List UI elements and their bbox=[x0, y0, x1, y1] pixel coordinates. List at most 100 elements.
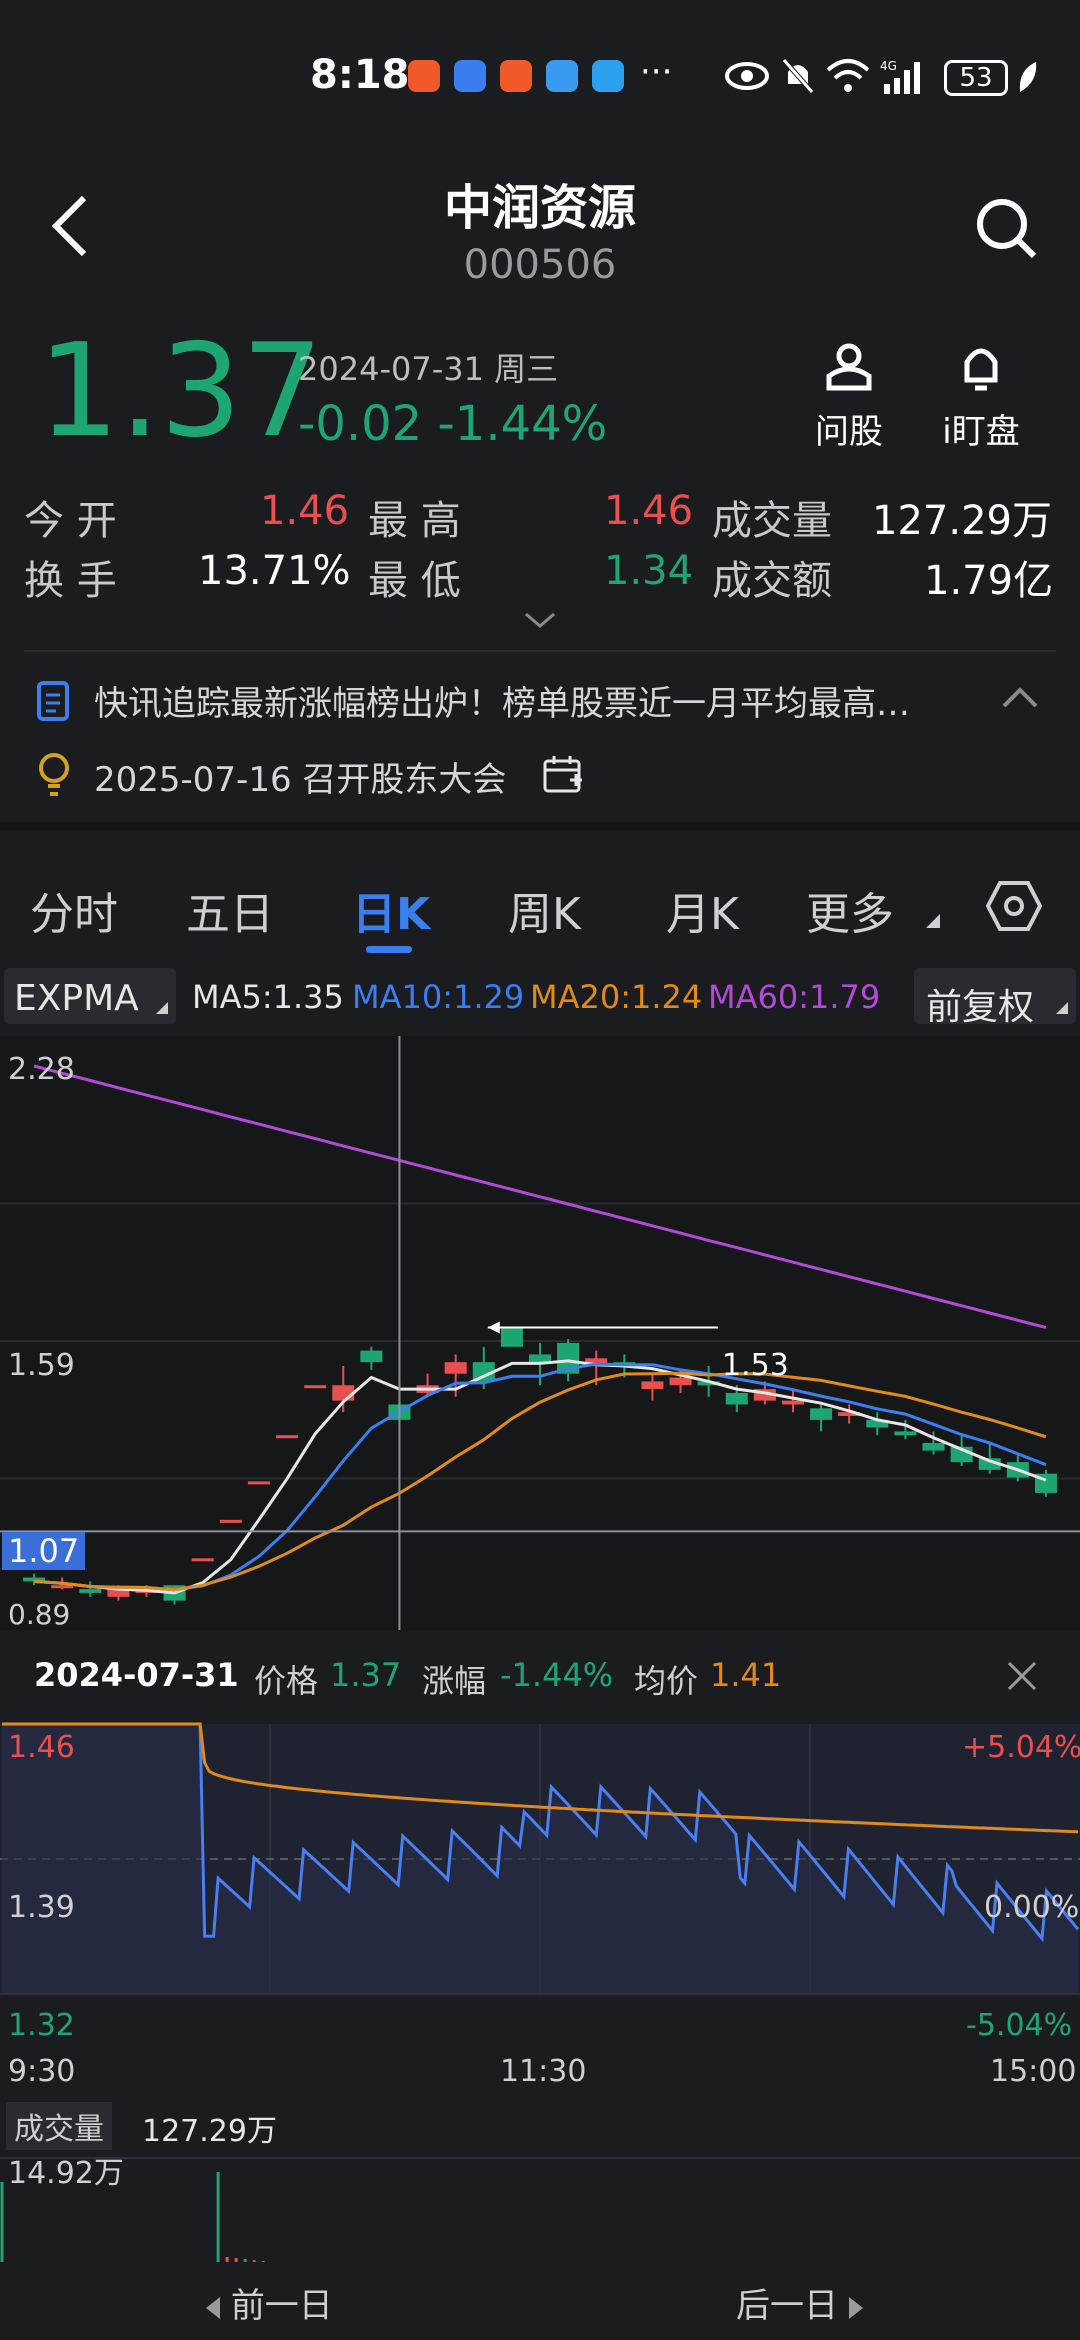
day-navigator: 前一日 后一日 bbox=[0, 2262, 1080, 2340]
marker-arrowhead bbox=[487, 1321, 500, 1334]
amount-value: 1.79亿 bbox=[924, 558, 1054, 604]
candle-body bbox=[276, 1435, 299, 1439]
ma10-label: MA10:1.29 bbox=[352, 978, 525, 1016]
dropdown-triangle-icon bbox=[926, 914, 940, 928]
leaf-icon bbox=[1019, 62, 1037, 92]
dropdown-triangle-icon bbox=[1056, 1002, 1068, 1014]
right-triangle-icon bbox=[848, 2296, 863, 2319]
svg-text:4G: 4G bbox=[880, 59, 897, 73]
eye-icon bbox=[725, 62, 769, 90]
y-top-label: 2.28 bbox=[8, 1052, 75, 1087]
volume-label: 成交量 bbox=[712, 498, 832, 544]
intraday-volume: 127.29万 bbox=[142, 2114, 277, 2149]
intraday-avg-label: 均价 bbox=[634, 1662, 699, 1700]
candle-body bbox=[444, 1362, 467, 1374]
candle-body bbox=[472, 1362, 495, 1382]
intraday-panel: 2024-07-31 价格 1.37 涨幅 -1.44% 均价 1.41 1.4… bbox=[0, 1632, 1080, 2340]
lightbulb-icon bbox=[39, 753, 69, 796]
candle-body bbox=[247, 1481, 270, 1485]
volume-bar bbox=[0, 2182, 4, 2302]
candle-body bbox=[585, 1358, 608, 1366]
candle-body bbox=[781, 1400, 804, 1405]
tab-more[interactable]: 更多 bbox=[806, 889, 894, 940]
candlestick-svg bbox=[0, 1036, 1080, 1630]
candle-body bbox=[219, 1519, 242, 1523]
prev-day-button[interactable]: 前一日 bbox=[206, 2278, 333, 2327]
candle-body bbox=[894, 1431, 917, 1436]
high-marker-label: 1.53 bbox=[722, 1348, 789, 1383]
close-icon[interactable] bbox=[1006, 1660, 1038, 1692]
ma60-line bbox=[33, 1064, 1047, 1329]
watch-button[interactable]: i盯盘 bbox=[926, 340, 1036, 453]
low-label: 最 低 bbox=[368, 558, 461, 604]
intraday-price: 1.37 bbox=[330, 1656, 402, 1694]
next-day-button[interactable]: 后一日 bbox=[736, 2278, 863, 2327]
volume-value: 127.29万 bbox=[872, 498, 1052, 544]
divider bbox=[24, 650, 1056, 652]
indicator-bar: EXPMA MA5:1.35 MA10:1.29 MA20:1.24 MA60:… bbox=[0, 962, 1080, 1032]
news-text: 快讯追踪最新涨幅榜出炉！榜单股票近一月平均最高… bbox=[94, 684, 910, 724]
expand-chevron-icon[interactable] bbox=[522, 608, 558, 632]
candle-body bbox=[725, 1392, 748, 1405]
tab-weekly-k[interactable]: 周K bbox=[508, 889, 581, 940]
candle-body bbox=[304, 1385, 327, 1389]
ask-stock-button[interactable]: 问股 bbox=[794, 340, 904, 453]
app-notification-icon bbox=[408, 60, 440, 92]
candle-body bbox=[332, 1385, 355, 1401]
status-time: 8:18 bbox=[310, 52, 410, 98]
price-change: -0.02 -1.44% bbox=[298, 396, 608, 452]
candle-body bbox=[23, 1577, 46, 1582]
back-arrow-icon[interactable] bbox=[50, 194, 90, 258]
ma5-label: MA5:1.35 bbox=[192, 978, 344, 1016]
volume-bar bbox=[216, 2172, 220, 2302]
app-notification-icon bbox=[546, 60, 578, 92]
more-notifications-icon: ··· bbox=[640, 52, 673, 92]
mute-bell-icon bbox=[782, 58, 814, 94]
stock-name: 中润资源 bbox=[443, 180, 636, 236]
ma10-line bbox=[33, 1362, 1047, 1592]
ma5-line bbox=[33, 1359, 1047, 1595]
turnover-label: 换 手 bbox=[24, 558, 117, 604]
tab-timeshare[interactable]: 分时 bbox=[30, 889, 118, 940]
calendar-add-icon[interactable] bbox=[542, 754, 584, 796]
tab-five-day[interactable]: 五日 bbox=[186, 889, 274, 940]
intraday-pct: -1.44% bbox=[500, 1656, 614, 1694]
amount-label: 成交额 bbox=[712, 558, 832, 604]
intraday-pct-label: 涨幅 bbox=[422, 1662, 487, 1700]
high-value: 1.46 bbox=[604, 488, 694, 534]
intraday-y-bot: 1.32 bbox=[8, 2008, 75, 2043]
volume-tag: 成交量 bbox=[6, 2102, 112, 2150]
left-triangle-icon bbox=[206, 2296, 220, 2319]
intraday-avg: 1.41 bbox=[710, 1656, 782, 1694]
collapse-chevron-icon[interactable] bbox=[1000, 684, 1040, 710]
indicator-label: EXPMA bbox=[14, 978, 139, 1019]
price-area bbox=[2, 1724, 1078, 1994]
signal-icon: 4G bbox=[880, 59, 920, 94]
candlestick-chart[interactable]: 2.28 1.59 1.07 0.89 1.53 bbox=[0, 1036, 1080, 1631]
candle-body bbox=[978, 1458, 1001, 1470]
search-icon[interactable] bbox=[974, 196, 1038, 260]
wifi-icon bbox=[826, 59, 870, 92]
intraday-y-top: 1.46 bbox=[8, 1730, 75, 1765]
open-label: 今 开 bbox=[24, 498, 117, 544]
intraday-price-label: 价格 bbox=[254, 1662, 319, 1700]
app-notification-icon bbox=[592, 60, 624, 92]
intraday-pct-top: +5.04% bbox=[962, 1730, 1080, 1765]
candle-body bbox=[191, 1558, 214, 1562]
candle-body bbox=[500, 1327, 523, 1347]
indicator-selector[interactable] bbox=[4, 968, 176, 1024]
ma60-label: MA60:1.79 bbox=[708, 978, 881, 1016]
quote-date: 2024-07-31 周三 bbox=[298, 350, 559, 388]
intraday-date: 2024-07-31 bbox=[34, 1656, 239, 1694]
active-tab-indicator bbox=[366, 946, 412, 953]
intraday-svg bbox=[0, 1722, 1080, 2302]
adjust-selector[interactable] bbox=[914, 968, 1076, 1024]
tab-daily-k[interactable]: 日K bbox=[352, 889, 431, 940]
turnover-value: 13.71% bbox=[198, 548, 351, 594]
stock-header: 中润资源 000506 bbox=[0, 150, 1080, 310]
candle-body bbox=[922, 1442, 945, 1451]
candle-body bbox=[79, 1589, 102, 1593]
candle-body bbox=[753, 1389, 776, 1401]
settings-hexagon-icon[interactable] bbox=[986, 880, 1042, 932]
tab-monthly-k[interactable]: 月K bbox=[666, 889, 739, 940]
